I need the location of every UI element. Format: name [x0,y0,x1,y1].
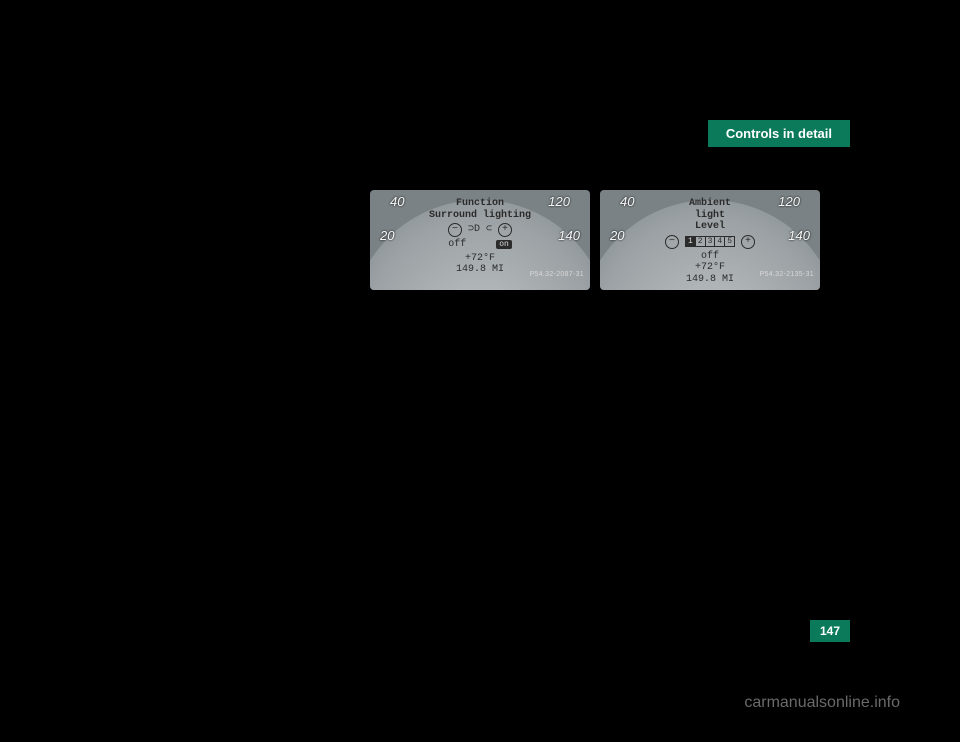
minus-icon: − [665,235,679,249]
gauge-ambient-light: 40 20 120 140 Ambient light Level − 1 2 … [600,190,820,290]
lcd-title-line2: light [655,210,765,222]
level-bar: 1 2 3 4 5 [685,236,735,247]
image-code: P54.32-2087-31 [530,271,584,278]
level-cell: 5 [725,237,734,246]
speed-tick: 140 [558,228,580,243]
on-label: on [496,240,512,249]
lcd-title-line2: Surround lighting [425,210,535,222]
speed-tick: 120 [778,194,800,209]
level-cell: 1 [686,237,696,246]
lcd-onoff-row: off on [425,239,535,251]
plus-icon: + [498,223,512,237]
lcd-level-row: − 1 2 3 4 5 + [655,235,765,249]
level-cell: 4 [715,237,725,246]
page-number: 147 [820,624,840,638]
temperature-readout: +72°F [655,262,765,274]
plus-icon: + [741,235,755,249]
watermark-text: carmanualsonline.info [744,694,900,711]
section-tab-label: Controls in detail [726,126,832,141]
page-number-badge: 147 [810,620,850,642]
odometer-readout: 149.8 MI [655,274,765,286]
minus-icon: − [448,223,462,237]
level-cell: 2 [696,237,706,246]
lcd-title-line1: Ambient [655,198,765,210]
image-code: P54.32-2135-31 [760,271,814,278]
off-label: off [655,251,765,263]
speed-tick: 120 [548,194,570,209]
lcd-title-line3: Level [655,221,765,233]
speed-tick: 40 [390,194,404,209]
lcd-display: Function Surround lighting − ⊃D ⊂ + off … [425,198,535,276]
gauge-surround-lighting: 40 20 120 140 Function Surround lighting… [370,190,590,290]
watermark: carmanualsonline.info [744,694,900,712]
temperature-readout: +72°F [425,253,535,265]
level-cell: 3 [706,237,716,246]
headlight-icon: ⊃D ⊂ [468,224,492,236]
speed-tick: 40 [620,194,634,209]
speed-tick: 20 [610,228,624,243]
lcd-title-line1: Function [425,198,535,210]
off-label: off [448,239,466,251]
odometer-readout: 149.8 MI [425,264,535,276]
speed-tick: 20 [380,228,394,243]
lcd-icon-row: − ⊃D ⊂ + [425,223,535,237]
section-tab: Controls in detail [708,120,850,147]
speed-tick: 140 [788,228,810,243]
lcd-display: Ambient light Level − 1 2 3 4 5 + off +7… [655,198,765,285]
